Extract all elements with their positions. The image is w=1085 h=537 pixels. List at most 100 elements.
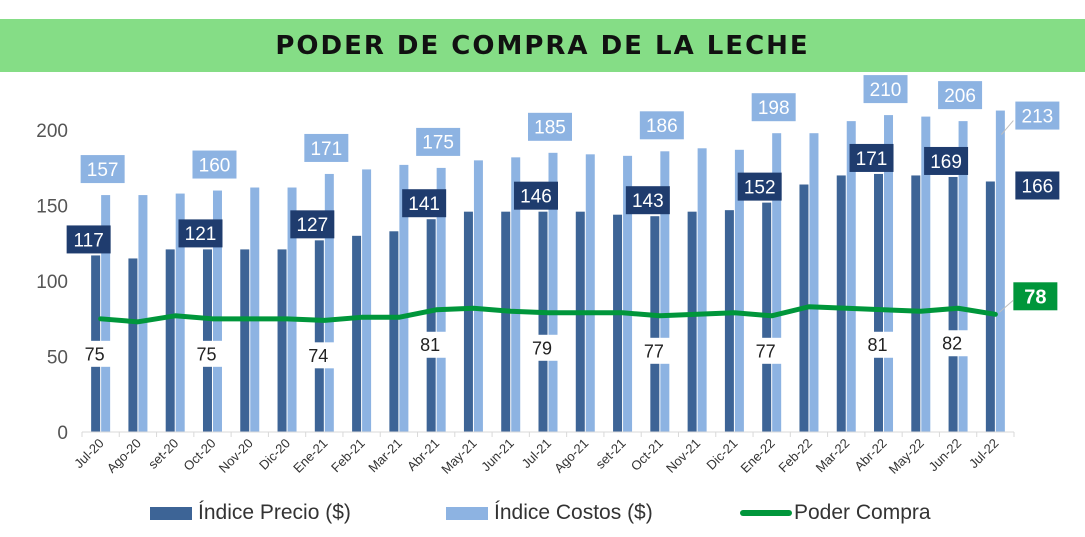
label-costos-text: 210 <box>870 80 902 101</box>
label-costos-box <box>751 93 796 122</box>
label-poder-text: 77 <box>644 341 664 361</box>
label-precio-box <box>178 219 223 248</box>
label-costos: 213 <box>1015 101 1060 130</box>
label-poder-text: 81 <box>868 335 888 355</box>
bar-precio <box>463 211 473 432</box>
bar-precio <box>687 211 697 432</box>
label-costos-box <box>863 75 908 104</box>
bar-precio <box>426 219 436 432</box>
label-precio: 141 <box>402 189 447 218</box>
legend-swatch-precio <box>150 506 192 520</box>
label-costos-box <box>304 133 349 162</box>
bar-costos <box>623 155 633 432</box>
bar-costos <box>995 110 1005 433</box>
label-precio-text: 169 <box>930 152 962 173</box>
x-tick-label: Oct-20 <box>180 436 218 474</box>
label-precio-box <box>1015 171 1060 200</box>
label-poder-box <box>186 340 227 367</box>
bar-precio <box>985 181 995 432</box>
bar-costos <box>287 187 297 432</box>
bar-costos <box>734 149 744 433</box>
label-precio-box <box>514 181 558 210</box>
label-poder-box <box>857 331 898 358</box>
y-axis: 0 50 100 150 200 <box>36 121 68 444</box>
label-costos: 171 <box>304 133 349 162</box>
bar-precio <box>240 249 250 432</box>
data-labels: 157 160 171 175 185 186 198 210 206 213 117 121 127 1… <box>66 75 1060 369</box>
x-tick-label: Abr-22 <box>851 436 889 474</box>
label-poder-box <box>932 330 973 357</box>
legend-label-poder: Poder Compra <box>794 501 931 524</box>
x-tick-label: Dic-20 <box>256 436 293 473</box>
label-precio: 143 <box>625 186 670 215</box>
x-tick-label: Nov-21 <box>663 436 703 476</box>
label-poder-text: 75 <box>85 344 105 364</box>
x-tick-label: Jul-21 <box>518 436 554 472</box>
label-costos-text: 171 <box>310 139 342 160</box>
label-poder: 75 <box>74 340 115 367</box>
label-costos: 157 <box>80 155 125 184</box>
bar-costos <box>958 121 968 433</box>
label-poder-box <box>298 342 339 369</box>
label-leader-line <box>1000 120 1014 135</box>
bar-precio <box>389 231 399 432</box>
x-tick-label: Mar-21 <box>365 436 405 476</box>
bar-precio <box>202 249 212 432</box>
legend-swatch-poder <box>740 510 792 516</box>
bar-precio <box>650 216 660 432</box>
y-tick-label: 200 <box>36 121 68 142</box>
x-tick-label: Ago-21 <box>551 436 591 476</box>
label-costos-text: 175 <box>422 133 454 154</box>
x-tick-label: set-20 <box>145 436 181 472</box>
label-precio-box <box>737 172 782 201</box>
label-poder-text: 78 <box>1024 286 1046 308</box>
label-costos: 206 <box>938 81 983 110</box>
bar-costos <box>884 115 894 432</box>
label-costos: 210 <box>863 75 908 104</box>
bar-precio <box>613 214 623 432</box>
bar-costos <box>697 148 707 433</box>
legend-label-precio: Índice Precio ($) <box>198 501 351 524</box>
x-tick-label: Ene-21 <box>290 436 330 476</box>
label-precio: 121 <box>178 219 223 248</box>
x-tick-label: set-21 <box>593 436 629 472</box>
legend-item-precio: Índice Precio ($) <box>150 498 351 528</box>
label-precio-text: 152 <box>744 177 776 198</box>
label-precio-text: 143 <box>632 191 664 212</box>
bar-costos <box>585 154 595 432</box>
x-tick-label: Feb-21 <box>328 436 368 476</box>
poder-compra-polyline <box>98 304 998 325</box>
bar-precio <box>948 176 958 432</box>
y-tick-label: 50 <box>47 348 68 369</box>
chart-title: PODER DE COMPRA DE LA LECHE <box>275 30 810 61</box>
bar-costos <box>101 195 111 432</box>
title-bar: PODER DE COMPRA DE LA LECHE <box>0 19 1085 72</box>
y-tick-label: 100 <box>36 272 68 293</box>
label-precio: 169 <box>924 146 969 175</box>
label-poder-text: 74 <box>308 346 328 366</box>
bar-precio <box>501 211 511 432</box>
poder-compra-line <box>98 304 998 325</box>
bar-precio <box>277 249 287 432</box>
label-precio-text: 141 <box>408 194 440 215</box>
label-precio-box <box>66 225 111 254</box>
label-precio-text: 117 <box>73 230 103 251</box>
bar-precio <box>128 258 138 432</box>
label-costos: 185 <box>528 112 572 141</box>
bar-costos <box>809 133 819 432</box>
x-tick-label: Jul-20 <box>71 436 107 472</box>
bar-costos <box>660 151 670 433</box>
label-precio-box <box>924 146 969 175</box>
label-poder: 77 <box>745 337 786 364</box>
bar-costos <box>511 157 521 432</box>
x-tick-label: Feb-22 <box>775 436 815 476</box>
bar-costos <box>212 190 222 432</box>
label-precio-text: 146 <box>520 187 552 208</box>
x-tick-label: Abr-21 <box>404 436 442 474</box>
label-costos-box <box>938 81 983 110</box>
label-precio-text: 166 <box>1022 176 1054 197</box>
bar-costos <box>473 160 483 432</box>
label-poder: 81 <box>857 331 898 358</box>
bar-costos <box>250 187 260 432</box>
label-precio-box <box>849 143 894 172</box>
